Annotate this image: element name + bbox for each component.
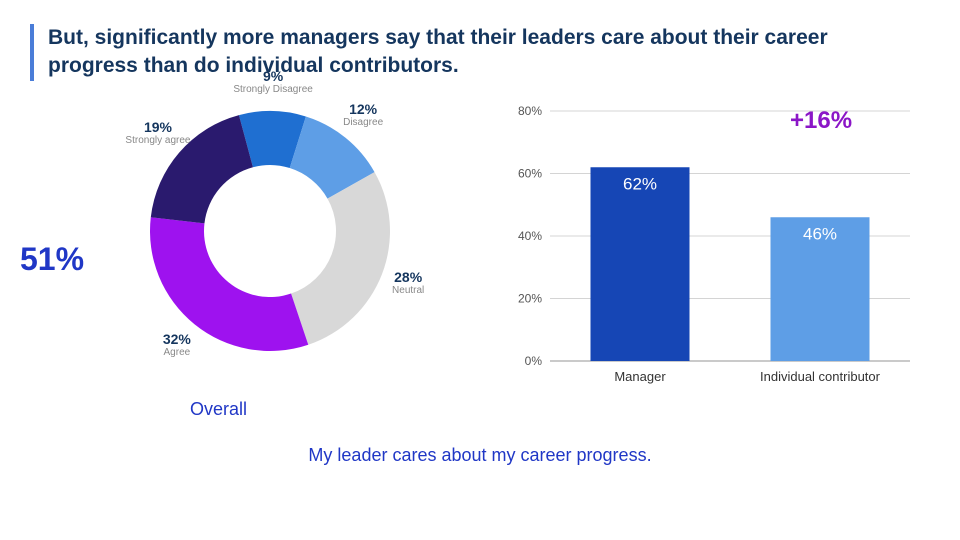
donut-slice <box>291 172 390 345</box>
y-tick-label: 20% <box>518 291 542 305</box>
donut-slice-label: 19%Strongly agree <box>118 120 198 146</box>
y-tick-label: 60% <box>518 166 542 180</box>
bar-chart: 0% 20% 40% 60% 80% 62% Manager 46% Individual co… <box>500 81 940 451</box>
page-title: But, significantly more managers say tha… <box>48 24 920 81</box>
donut-slice-label: 28%Neutral <box>368 270 448 296</box>
donut-callout: 51% <box>20 241 84 278</box>
bar-value-label: 62% <box>623 174 657 193</box>
bar <box>591 167 690 361</box>
bar-value-label: 46% <box>803 224 837 243</box>
bar-category-label: Individual contributor <box>760 369 881 384</box>
donut-overall-label: Overall <box>190 399 247 420</box>
y-tick-label: 0% <box>525 354 543 368</box>
donut-slice-label: 32%Agree <box>137 332 217 358</box>
donut-chart: 51% Overall 9%Strongly Disagree12%Disagr… <box>0 81 500 451</box>
y-tick-label: 80% <box>518 104 542 118</box>
y-tick-label: 40% <box>518 229 542 243</box>
bar-category-label: Manager <box>614 369 666 384</box>
diff-label: +16% <box>790 107 852 135</box>
donut-slice-label: 9%Strongly Disagree <box>233 69 313 95</box>
donut-slice-label: 12%Disagree <box>323 102 403 128</box>
